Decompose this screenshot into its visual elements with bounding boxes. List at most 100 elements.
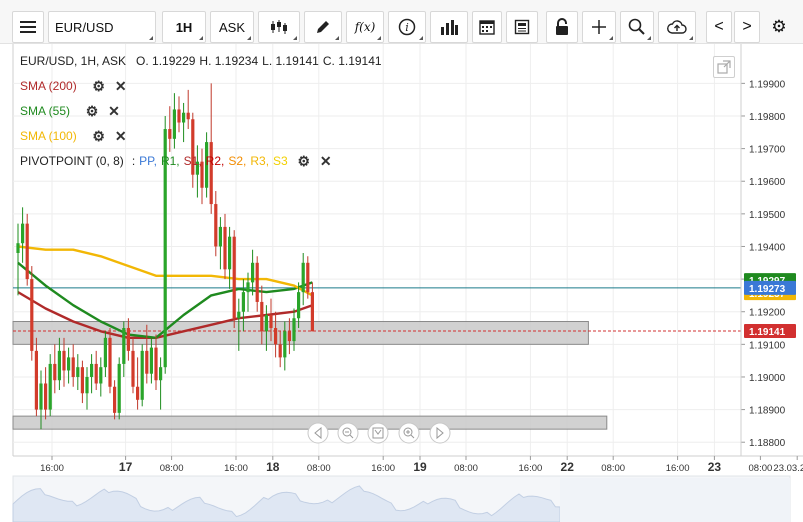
candle xyxy=(108,328,112,394)
candle-body xyxy=(218,226,222,247)
pivot-s2: S2, xyxy=(228,154,247,168)
menu-button[interactable] xyxy=(12,11,44,43)
candle-body xyxy=(62,350,66,371)
y-tick-label: 1.19600 xyxy=(749,177,786,188)
gear-icon[interactable]: ⚙ xyxy=(85,103,99,119)
scroll-forward-button[interactable]: > xyxy=(734,11,760,43)
x-tick-label: 08:00 xyxy=(307,463,331,474)
candle-body xyxy=(57,350,61,381)
candle-body xyxy=(80,367,84,394)
scroll-back-button[interactable]: < xyxy=(706,11,732,43)
candle xyxy=(57,337,61,391)
calendar-button[interactable] xyxy=(472,11,502,43)
candle xyxy=(90,354,94,394)
nav-control-circle xyxy=(307,422,329,444)
candle xyxy=(113,380,117,420)
chart-type-button[interactable] xyxy=(258,11,300,43)
arrow-left-icon[interactable] xyxy=(307,422,329,444)
nav-glyph xyxy=(436,426,444,440)
x-tick-label: 22 xyxy=(561,460,575,474)
zoom-in-icon[interactable] xyxy=(398,422,420,444)
candle xyxy=(278,331,282,368)
indicator-button[interactable]: f(x) xyxy=(346,11,384,43)
legend-sma-100: SMA (100) ⚙ ✕ xyxy=(20,128,129,144)
candle xyxy=(237,298,241,351)
candle xyxy=(94,350,98,391)
x-tick-label: 23.03.2021 xyxy=(773,463,803,474)
pivot-s1: S1, xyxy=(183,154,202,168)
candle-body xyxy=(168,129,172,139)
candle-body xyxy=(113,386,117,413)
x-tick-label: 08:00 xyxy=(160,463,184,474)
close-icon[interactable]: ✕ xyxy=(319,153,332,169)
candle-body xyxy=(76,367,80,377)
y-tick-label: 1.19400 xyxy=(749,242,786,253)
fit-icon[interactable] xyxy=(367,422,389,444)
sma-200-label: SMA (200) xyxy=(20,79,77,93)
candle-body xyxy=(103,337,107,368)
candle xyxy=(292,308,296,351)
candle-body xyxy=(94,363,98,384)
candle xyxy=(145,324,149,384)
info-button[interactable]: i xyxy=(388,11,426,43)
candle xyxy=(80,360,84,404)
news-button[interactable] xyxy=(506,11,538,43)
y-tick-label: 1.19700 xyxy=(749,145,786,156)
x-tick-label: 16:00 xyxy=(371,463,395,474)
close-icon[interactable]: ✕ xyxy=(108,103,120,119)
candle xyxy=(34,337,38,417)
candle-body xyxy=(237,311,241,319)
close-icon[interactable]: ✕ xyxy=(114,128,127,144)
gear-icon: ⚙ xyxy=(771,17,787,36)
pivot-label: PIVOTPOINT (0, 8) xyxy=(20,154,124,168)
candle xyxy=(163,115,167,374)
candle-body xyxy=(159,367,163,381)
candle xyxy=(214,191,218,257)
candle xyxy=(30,266,34,361)
gear-icon[interactable]: ⚙ xyxy=(92,128,105,144)
newspaper-icon xyxy=(514,19,530,35)
crosshair-button[interactable] xyxy=(582,11,616,43)
bar-chart-icon xyxy=(441,20,458,35)
share-button[interactable] xyxy=(658,11,696,43)
zoom-out-icon[interactable] xyxy=(337,422,359,444)
candle xyxy=(67,347,71,384)
candle-body xyxy=(255,262,259,302)
candle xyxy=(126,318,130,361)
candle-body xyxy=(108,337,112,387)
candle xyxy=(62,337,66,387)
price-chart[interactable]: 1.19900 1.19800 1.19700 1.19600 1.19500 1.194… xyxy=(0,44,803,522)
zoom-button[interactable] xyxy=(620,11,654,43)
draw-tool-button[interactable] xyxy=(304,11,342,43)
nav-control-circle xyxy=(429,422,451,444)
sma-55-line xyxy=(17,261,313,339)
candle xyxy=(205,132,209,198)
candle-body xyxy=(30,279,34,351)
volume-button[interactable] xyxy=(430,11,468,43)
candle xyxy=(168,106,172,152)
gear-icon[interactable]: ⚙ xyxy=(297,153,311,169)
cloud-upload-icon xyxy=(667,20,687,34)
ohlc-readout: EUR/USD, 1H, ASK O. 1.19229 H. 1.19234 L… xyxy=(20,54,386,68)
candle xyxy=(287,318,291,355)
candle xyxy=(218,217,222,270)
timeframe-value: 1H xyxy=(175,19,193,35)
candle-body xyxy=(145,350,149,374)
candle xyxy=(48,354,52,417)
lock-button[interactable] xyxy=(546,11,578,43)
candle xyxy=(269,298,273,342)
nav-control-circle xyxy=(398,422,420,444)
candle-body xyxy=(131,350,135,387)
symbol-input[interactable]: EUR/USD xyxy=(48,11,156,43)
candle-body xyxy=(264,314,268,332)
settings-button[interactable]: ⚙ xyxy=(764,11,794,43)
svg-text:i: i xyxy=(405,21,409,34)
arrow-right-icon[interactable] xyxy=(429,422,451,444)
price-type-select[interactable]: ASK xyxy=(210,11,254,43)
expand-chart-button[interactable] xyxy=(713,56,735,78)
close-icon[interactable]: ✕ xyxy=(114,78,127,94)
candle-body xyxy=(260,301,264,332)
gear-icon[interactable]: ⚙ xyxy=(92,78,105,94)
timeframe-select[interactable]: 1H xyxy=(162,11,206,43)
x-tick-label: 16:00 xyxy=(666,463,690,474)
